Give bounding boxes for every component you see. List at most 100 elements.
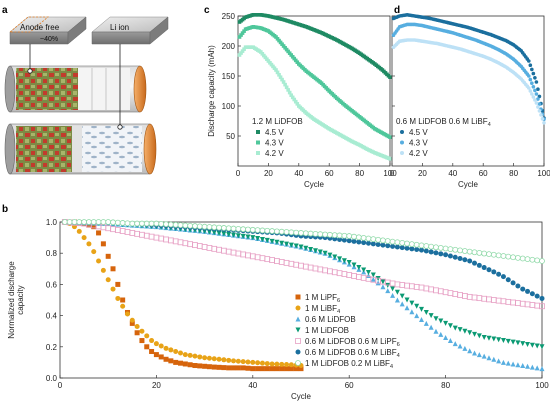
schematic-panel: a Anode free ~40% Li ion [2, 5, 169, 175]
data-point [505, 277, 511, 283]
data-point [336, 232, 343, 239]
panel-label-b: b [2, 204, 8, 215]
data-point [307, 230, 314, 237]
data-point [284, 362, 290, 368]
data-point [197, 363, 203, 369]
data-point [293, 366, 299, 372]
data-point [211, 230, 217, 236]
data-point [81, 235, 87, 241]
data-point [250, 235, 256, 241]
data-point [139, 328, 145, 334]
data-point [433, 328, 439, 334]
data-point [529, 256, 536, 263]
data-point [428, 243, 435, 250]
data-point [149, 348, 155, 354]
data-point [365, 270, 371, 276]
data-point [178, 360, 183, 366]
data-point [486, 355, 492, 361]
data-point [394, 239, 401, 246]
li-ion-cell [4, 123, 157, 175]
data-point [86, 241, 92, 247]
data-point [495, 252, 502, 259]
data-point [302, 230, 309, 237]
data-point [529, 291, 535, 297]
data-point [534, 343, 540, 349]
data-point [327, 231, 333, 238]
data-point [178, 350, 183, 356]
data-point [283, 82, 287, 87]
data-point [235, 225, 242, 232]
x-tick-label: 0 [58, 381, 63, 390]
data-point [390, 292, 396, 298]
data-point [505, 338, 511, 344]
data-point [298, 244, 304, 250]
data-point [356, 239, 362, 245]
series-0 [391, 13, 546, 120]
y-tick-label: 50 [226, 132, 235, 141]
data-point [409, 246, 415, 252]
data-point [280, 77, 284, 82]
y-tick-label: 0.4 [46, 312, 58, 321]
data-point [481, 265, 487, 271]
legend-entry: 4.3 V [265, 139, 284, 148]
data-point [91, 224, 97, 230]
data-point [153, 341, 159, 347]
data-point [505, 253, 512, 260]
data-point [284, 366, 290, 372]
data-point [457, 247, 463, 254]
data-point [182, 361, 188, 367]
data-point [202, 363, 208, 369]
data-point [539, 113, 543, 117]
data-point [317, 231, 324, 238]
data-point [216, 224, 222, 231]
x-tick-label: 0 [390, 169, 395, 178]
y-tick-label: 0.8 [46, 249, 58, 258]
data-point [255, 236, 261, 242]
data-point [467, 330, 473, 336]
legend-marker [400, 151, 404, 155]
data-point [539, 258, 545, 264]
data-point [452, 341, 458, 347]
data-point [481, 353, 487, 359]
data-point [139, 338, 145, 344]
data-point [531, 71, 536, 76]
data-point [278, 40, 283, 45]
legend-entry: 1 M LiDFOB [305, 326, 349, 335]
data-point [365, 273, 371, 279]
data-point [298, 230, 304, 236]
x-tick-label: 60 [325, 169, 334, 178]
data-point [322, 250, 328, 256]
data-point [245, 234, 251, 240]
data-point [202, 355, 208, 361]
legend-entry: 4.5 V [409, 128, 428, 137]
data-point [351, 238, 357, 244]
li-ion-label: Li ion [110, 23, 129, 32]
data-point [534, 92, 539, 96]
data-point [356, 265, 362, 271]
data-point [274, 361, 280, 367]
data-point [245, 365, 251, 371]
data-point [129, 317, 135, 323]
data-point [530, 81, 534, 85]
data-point [264, 366, 270, 372]
data-point [237, 53, 242, 57]
data-point [196, 223, 203, 230]
data-point [288, 242, 294, 248]
data-point [533, 76, 537, 80]
data-point [510, 280, 516, 286]
data-point [225, 225, 232, 232]
data-point [537, 102, 542, 106]
data-point [95, 219, 102, 225]
data-point [520, 286, 526, 292]
data-point [206, 224, 213, 230]
data-point [240, 49, 245, 53]
data-point [375, 241, 381, 247]
data-point [404, 305, 410, 311]
legend-marker [256, 140, 260, 145]
data-point [496, 358, 502, 364]
data-point [418, 242, 425, 249]
panel-label-a: a [2, 5, 8, 16]
data-point [481, 334, 487, 340]
data-point [269, 361, 275, 367]
